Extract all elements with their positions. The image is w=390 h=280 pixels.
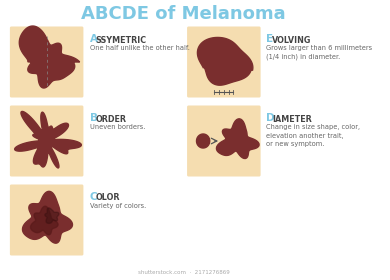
Text: A: A: [90, 34, 98, 44]
Text: B: B: [90, 113, 98, 123]
Text: D: D: [266, 113, 275, 123]
Text: VOLVING: VOLVING: [272, 36, 311, 45]
Text: Grows larger than 6 millimeters
(1/4 inch) in diameter.: Grows larger than 6 millimeters (1/4 inc…: [266, 45, 372, 60]
FancyBboxPatch shape: [10, 106, 83, 176]
FancyBboxPatch shape: [10, 185, 83, 255]
FancyBboxPatch shape: [10, 27, 83, 97]
Polygon shape: [197, 134, 210, 148]
Text: C: C: [90, 192, 97, 202]
Text: shutterstock.com  ·  2171276869: shutterstock.com · 2171276869: [138, 269, 230, 274]
FancyBboxPatch shape: [187, 106, 261, 176]
Text: IAMETER: IAMETER: [272, 115, 312, 123]
Text: E: E: [266, 34, 273, 44]
Text: Uneven borders.: Uneven borders.: [90, 124, 145, 130]
Polygon shape: [23, 191, 73, 243]
Text: ABCDE of Melanoma: ABCDE of Melanoma: [82, 5, 286, 23]
FancyBboxPatch shape: [187, 27, 261, 97]
Text: Variety of colors.: Variety of colors.: [90, 203, 146, 209]
Polygon shape: [216, 119, 259, 158]
Text: ORDER: ORDER: [96, 115, 127, 123]
Text: One half unlike the other half.: One half unlike the other half.: [90, 45, 190, 51]
Polygon shape: [19, 26, 80, 88]
Text: OLOR: OLOR: [96, 193, 120, 202]
Polygon shape: [15, 111, 82, 168]
Text: SSYMETRIC: SSYMETRIC: [96, 36, 147, 45]
Text: Change in size shape, color,
elevation another trait,
or new symptom.: Change in size shape, color, elevation a…: [266, 124, 360, 147]
Polygon shape: [30, 206, 58, 235]
Polygon shape: [197, 38, 253, 85]
Polygon shape: [45, 208, 59, 223]
